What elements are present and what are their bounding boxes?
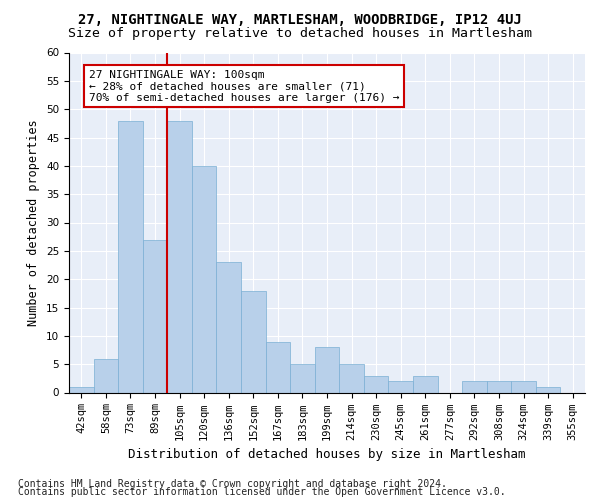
X-axis label: Distribution of detached houses by size in Martlesham: Distribution of detached houses by size … [128,448,526,461]
Bar [511,381,536,392]
Bar [167,120,192,392]
Bar [94,358,118,392]
Bar [217,262,241,392]
Text: Contains HM Land Registry data © Crown copyright and database right 2024.: Contains HM Land Registry data © Crown c… [18,479,447,489]
Bar [413,376,437,392]
Bar [118,120,143,392]
Text: Size of property relative to detached houses in Martlesham: Size of property relative to detached ho… [68,28,532,40]
Text: 27, NIGHTINGALE WAY, MARTLESHAM, WOODBRIDGE, IP12 4UJ: 27, NIGHTINGALE WAY, MARTLESHAM, WOODBRI… [78,12,522,26]
Text: 27 NIGHTINGALE WAY: 100sqm
← 28% of detached houses are smaller (71)
70% of semi: 27 NIGHTINGALE WAY: 100sqm ← 28% of deta… [89,70,399,102]
Bar [364,376,388,392]
Bar [241,290,266,392]
Bar [462,381,487,392]
Bar [487,381,511,392]
Bar [290,364,315,392]
Bar [536,387,560,392]
Bar [266,342,290,392]
Text: Contains public sector information licensed under the Open Government Licence v3: Contains public sector information licen… [18,487,506,497]
Bar [143,240,167,392]
Y-axis label: Number of detached properties: Number of detached properties [28,119,40,326]
Bar [192,166,217,392]
Bar [339,364,364,392]
Bar [69,387,94,392]
Bar [315,347,339,393]
Bar [388,381,413,392]
